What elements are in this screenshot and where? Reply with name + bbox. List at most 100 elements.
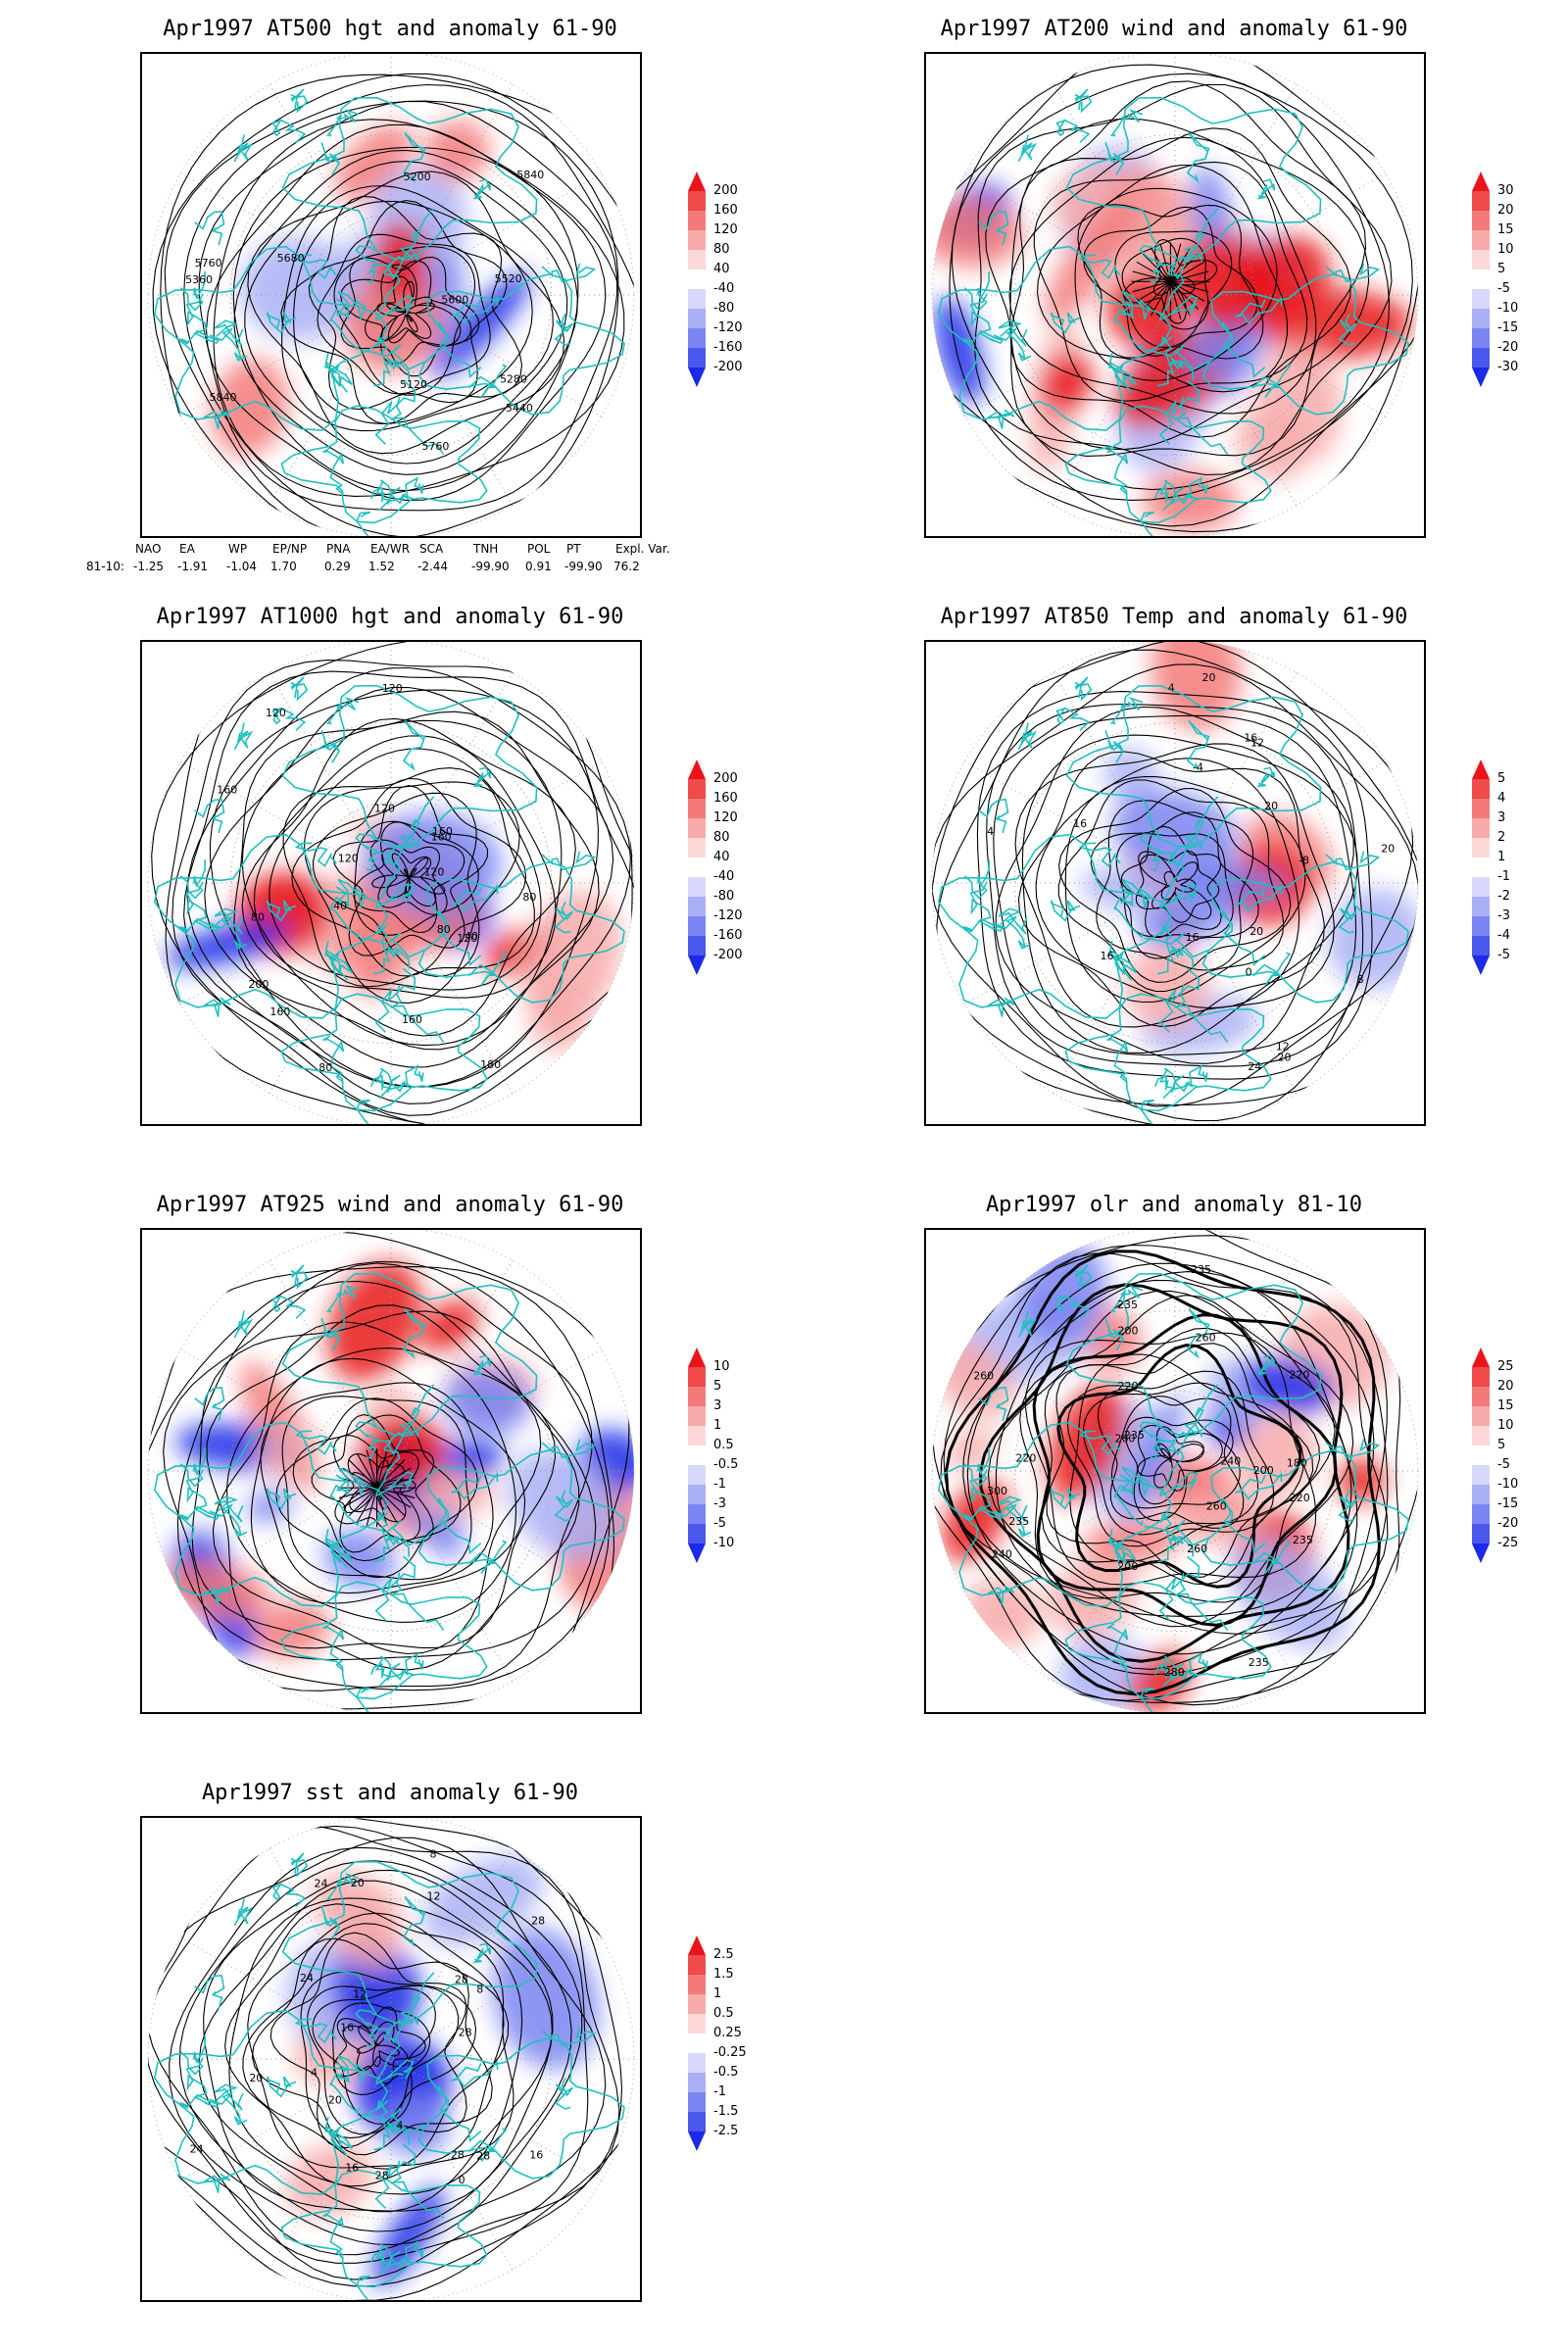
index-value: -2.44 [417,560,449,573]
colorbar-segment [688,191,706,211]
colorbar-segment [688,270,706,289]
contour-label: 24 [190,2142,204,2155]
contour-label: 280 [1164,1666,1185,1679]
contour-label: 8 [430,1848,437,1861]
colorbar-segment [688,2132,706,2151]
map-frame: 12 16 16 4 0 20 16 -4 -8 4 8 12 20 16 20 24 20 20 [924,640,1426,1126]
contour-label: 40 [465,930,478,943]
contour-label: 4 [397,2119,404,2132]
contour-labels: 28 28 24 20 16 12 8 4 0 28 28 24 20 16 12 8 4 16 20 24 28 28 [190,1848,546,2186]
colorbar-segment [688,1544,706,1563]
colorbar-label: 3 [1497,810,1506,825]
index-header: SCA [419,542,444,556]
contour-label: 16 [529,2149,543,2162]
contour-label: 235 [1293,1534,1313,1546]
colorbar-label: -5 [713,1516,726,1531]
contour-label: 120 [338,852,359,864]
anomaly-shading [211,120,531,457]
contour-label: 240 [1220,1455,1241,1468]
colorbar-label: -5 [1497,281,1510,296]
index-row-label: 81-10: [86,560,124,573]
colorbar-label: 15 [1497,1398,1514,1413]
colorbar-label: -30 [1497,360,1519,374]
contour-label: 5280 [500,372,527,385]
contour-label: 260 [1114,1433,1135,1446]
contour-label: 120 [374,802,395,814]
colorbar-segment [688,1426,706,1446]
colorbar-swatches [688,1936,706,2151]
streamlines [932,54,1418,533]
colorbar-segment [688,1446,706,1465]
polar-map: 5840 5760 5680 5600 5520 5440 5360 5280 5200 5120… [147,54,635,536]
index-header: TNH [473,542,499,556]
colorbar-label: 40 [713,850,730,864]
contour-lines [932,642,1418,1124]
contour-label: 12 [1276,1040,1290,1053]
colorbar-label: 0.5 [713,2006,734,2021]
contour-label: 120 [457,932,477,945]
colorbar-segment [1472,328,1490,348]
colorbar-label: 160 [713,791,738,806]
index-value: -1.04 [226,560,258,573]
contour-label: 235 [1117,1298,1138,1311]
colorbar-label: -5 [1497,1457,1510,1472]
colorbar-label: -10 [713,1536,735,1550]
colorbar-label: 120 [713,810,738,825]
contour-label: 240 [992,1547,1012,1560]
contour-label: 260 [1206,1500,1227,1513]
contour-label: 28 [459,2026,472,2038]
colorbar-segment [688,1485,706,1504]
colorbar-label: 15 [1497,222,1514,237]
contour-label: 220 [1290,1492,1310,1504]
contour-label: 5760 [421,440,449,453]
index-value: 0.91 [525,560,552,573]
index-value: -99.90 [564,560,603,573]
colorbar-swatches [1472,760,1490,975]
map-frame [140,1228,642,1714]
contour-label: 5760 [195,257,222,270]
colorbar-label: 5 [713,1379,722,1394]
contour-label: 16 [340,2022,354,2034]
colorbar-segment [688,230,706,250]
colorbar-segment [1472,230,1490,250]
contour-label: 20 [1202,671,1216,684]
colorbar-segment [1472,250,1490,270]
anomaly-shading [1080,642,1418,1054]
colorbar-segment [1472,936,1490,956]
index-value: -1.25 [133,560,165,573]
colorbar-segment [688,1504,706,1524]
colorbar-segment [688,2073,706,2092]
contour-label: 260 [1196,1331,1216,1344]
colorbar-segment [688,2014,706,2034]
colorbar-segment [1472,799,1490,818]
coastlines [937,1264,1409,1712]
colorbar-segment [1472,897,1490,916]
contour-label: 260 [1187,1543,1207,1555]
colorbar-segment [688,2034,706,2053]
colorbar-label: -200 [713,948,743,962]
index-value: 1.52 [368,560,395,573]
index-header: Expl. Var. [615,542,670,556]
colorbar-label: -160 [713,928,743,943]
contour-label: 28 [455,1973,468,1985]
polar-map [931,54,1419,536]
panel-title: Apr1997 sst and anomaly 61-90 [201,1781,579,1805]
colorbar-segment [1472,172,1490,191]
contour-label: 160 [431,830,452,843]
colorbar-label: 10 [713,1359,730,1374]
colorbar-label: -0.25 [713,2045,747,2060]
colorbar-segment [688,2053,706,2073]
colorbar-label: 0.25 [713,2026,742,2040]
contour-label: 0 [459,2174,466,2186]
index-header: PNA [326,542,351,556]
colorbar-label: 20 [1497,1379,1514,1394]
contour-label: 80 [251,911,265,924]
contour-label: 8 [476,1983,483,1995]
contour-label: 8 [1357,973,1364,986]
colorbar-label: -120 [713,908,743,923]
contour-label: -4 [1193,760,1203,773]
colorbar-label: -25 [1497,1536,1519,1550]
contour-label: 28 [451,2148,465,2161]
contour-label: 200 [1117,1324,1138,1337]
